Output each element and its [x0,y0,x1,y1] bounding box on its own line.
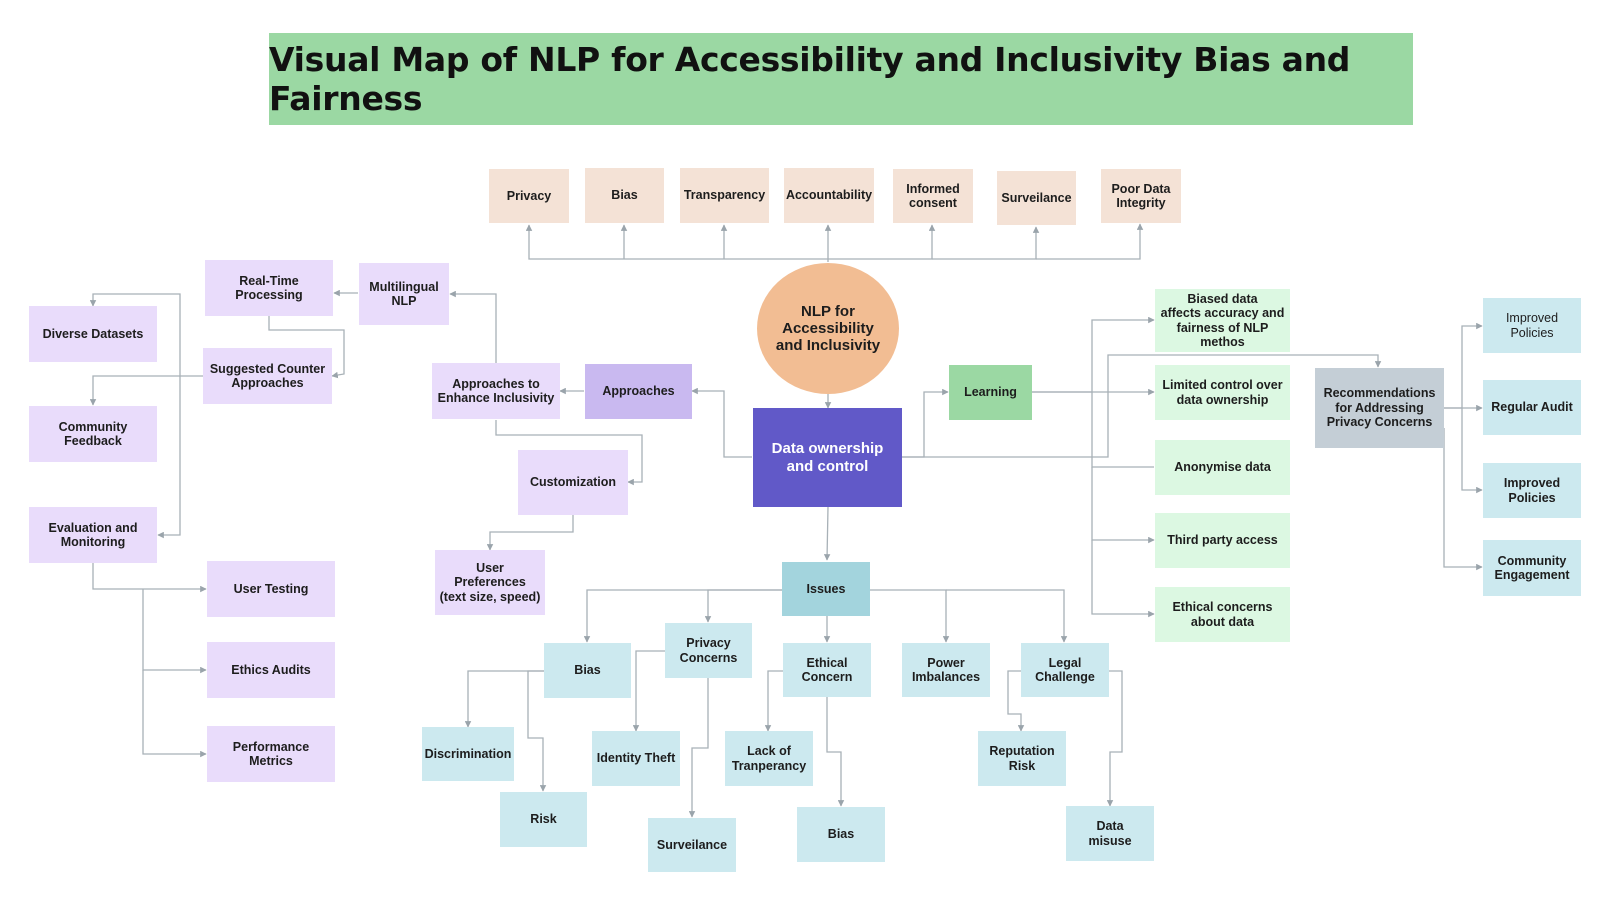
edge-learning-biased [1032,316,1155,393]
regular-audit-node: Regular Audit [1483,380,1581,435]
edge-eval-ethics [142,589,207,674]
performance-metrics-node: Performance Metrics [207,726,335,782]
edge-bus-consent [828,224,936,260]
edge-learning-thirdparty [1091,467,1155,544]
limited-control-node: Limited control over data ownership [1155,365,1290,420]
concern-bias: Bias [585,168,664,223]
ethics-audits-node: Ethics Audits [207,642,335,698]
learning-node: Learning [949,365,1032,420]
approaches-node: Approaches [585,364,692,419]
edge-counter-evaluation [157,376,181,539]
title-banner: Visual Map of NLP for Accessibility and … [269,33,1413,125]
edge-legal-misuse [1106,670,1123,807]
community-engagement-node: Community Engagement [1483,540,1581,596]
edge-rec-engagement [1443,428,1483,571]
edge-rec-policies2 [1461,408,1483,494]
edge-privacy-surveilance [688,677,709,818]
edge-enhance-customization [495,420,643,486]
edge-eval-metrics [142,670,207,758]
edge-bus-surveilance [932,226,1040,260]
edge-counter-feedback [89,375,180,406]
issues-node: Issues [782,562,870,616]
concern-privacy: Privacy [489,169,569,223]
real-time-node: Real-Time Processing [205,260,333,316]
edge-learning-anonymise [1091,392,1154,468]
anonymise-data-node: Anonymise data [1155,440,1290,495]
edge-ownership-recommend [902,354,1382,458]
data-misuse-node: Data misuse [1066,806,1154,861]
edge-realtime-counter [268,316,345,379]
diverse-datasets-node: Diverse Datasets [29,306,157,362]
third-party-access-node: Third party access [1155,513,1290,568]
ethical-concern-node: Ethical Concern [783,643,871,697]
concern-informed-consent: Informed consent [893,169,973,223]
concern-accountability: Accountability [784,168,874,223]
customization-node: Customization [518,450,628,515]
edge-counter-diverse [89,293,203,377]
edge-issues-power [870,589,950,643]
edge-legal-reputation [1007,670,1025,732]
power-imbalances-node: Power Imbalances [902,643,990,697]
ethical-bias-node: Bias [797,807,885,862]
edge-bus-integrity [1036,223,1144,260]
legal-challenge-node: Legal Challenge [1021,643,1109,697]
multilingual-node: Multilingual NLP [359,263,449,325]
improved-policies-node-2: Improved Policies [1483,463,1581,518]
edge-center-concerns [525,224,829,262]
edge-eval-usertesting [92,563,207,593]
recommendations-node: Recommendations for Addressing Privacy C… [1315,368,1444,448]
community-feedback-node: Community Feedback [29,406,157,462]
user-testing-node: User Testing [207,561,335,617]
central-topic: NLP for Accessibility and Inclusivity [757,263,899,394]
biased-data-node: Biased data affects accuracy and fairnes… [1155,289,1290,352]
evaluation-monitoring-node: Evaluation and Monitoring [29,507,157,563]
diagram-title: Visual Map of NLP for Accessibility and … [269,40,1351,118]
risk-node: Risk [500,792,587,847]
data-ownership-node: Data ownership and control [753,408,902,507]
issue-surveilance-node: Surveilance [648,818,736,872]
improved-policies-node-1: Improved Policies [1483,298,1581,353]
edge-issues-privacy [704,589,782,623]
edge-ethical-bias [826,697,845,807]
privacy-concerns-node: Privacy Concerns [665,623,752,678]
user-preferences-node: User Preferences (text size, speed) [435,550,545,615]
concern-poor-data-integrity: Poor Data Integrity [1101,169,1181,223]
edge-ownership-issues [823,506,831,561]
edge-learning-ethical [1091,540,1155,618]
concern-transparency: Transparency [680,168,769,223]
suggested-counter-node: Suggested Counter Approaches [203,348,332,404]
edge-enhance-multilingual [449,290,497,363]
approaches-enhance-node: Approaches to Enhance Inclusivity [432,363,560,419]
reputation-risk-node: Reputation Risk [978,731,1066,786]
edge-ethical-lack [764,670,783,732]
concern-surveilance: Surveilance [997,171,1076,225]
edge-bias-risk [527,670,547,792]
edge-bias-discrimination [464,670,544,728]
lack-transparency-node: Lack of Tranperancy [725,731,813,786]
edge-ownership-learning [902,388,949,458]
edge-issues-legal [946,589,1068,643]
edge-rec-policies1 [1444,322,1483,409]
identity-theft-node: Identity Theft [592,731,680,786]
edge-privacy-identity [632,650,665,732]
issue-bias-node: Bias [544,643,631,698]
ethical-concerns-data-node: Ethical concerns about data [1155,587,1290,642]
edge-customization-preferences [486,515,574,551]
edge-ownership-approaches [691,387,752,458]
discrimination-node: Discrimination [422,727,514,781]
